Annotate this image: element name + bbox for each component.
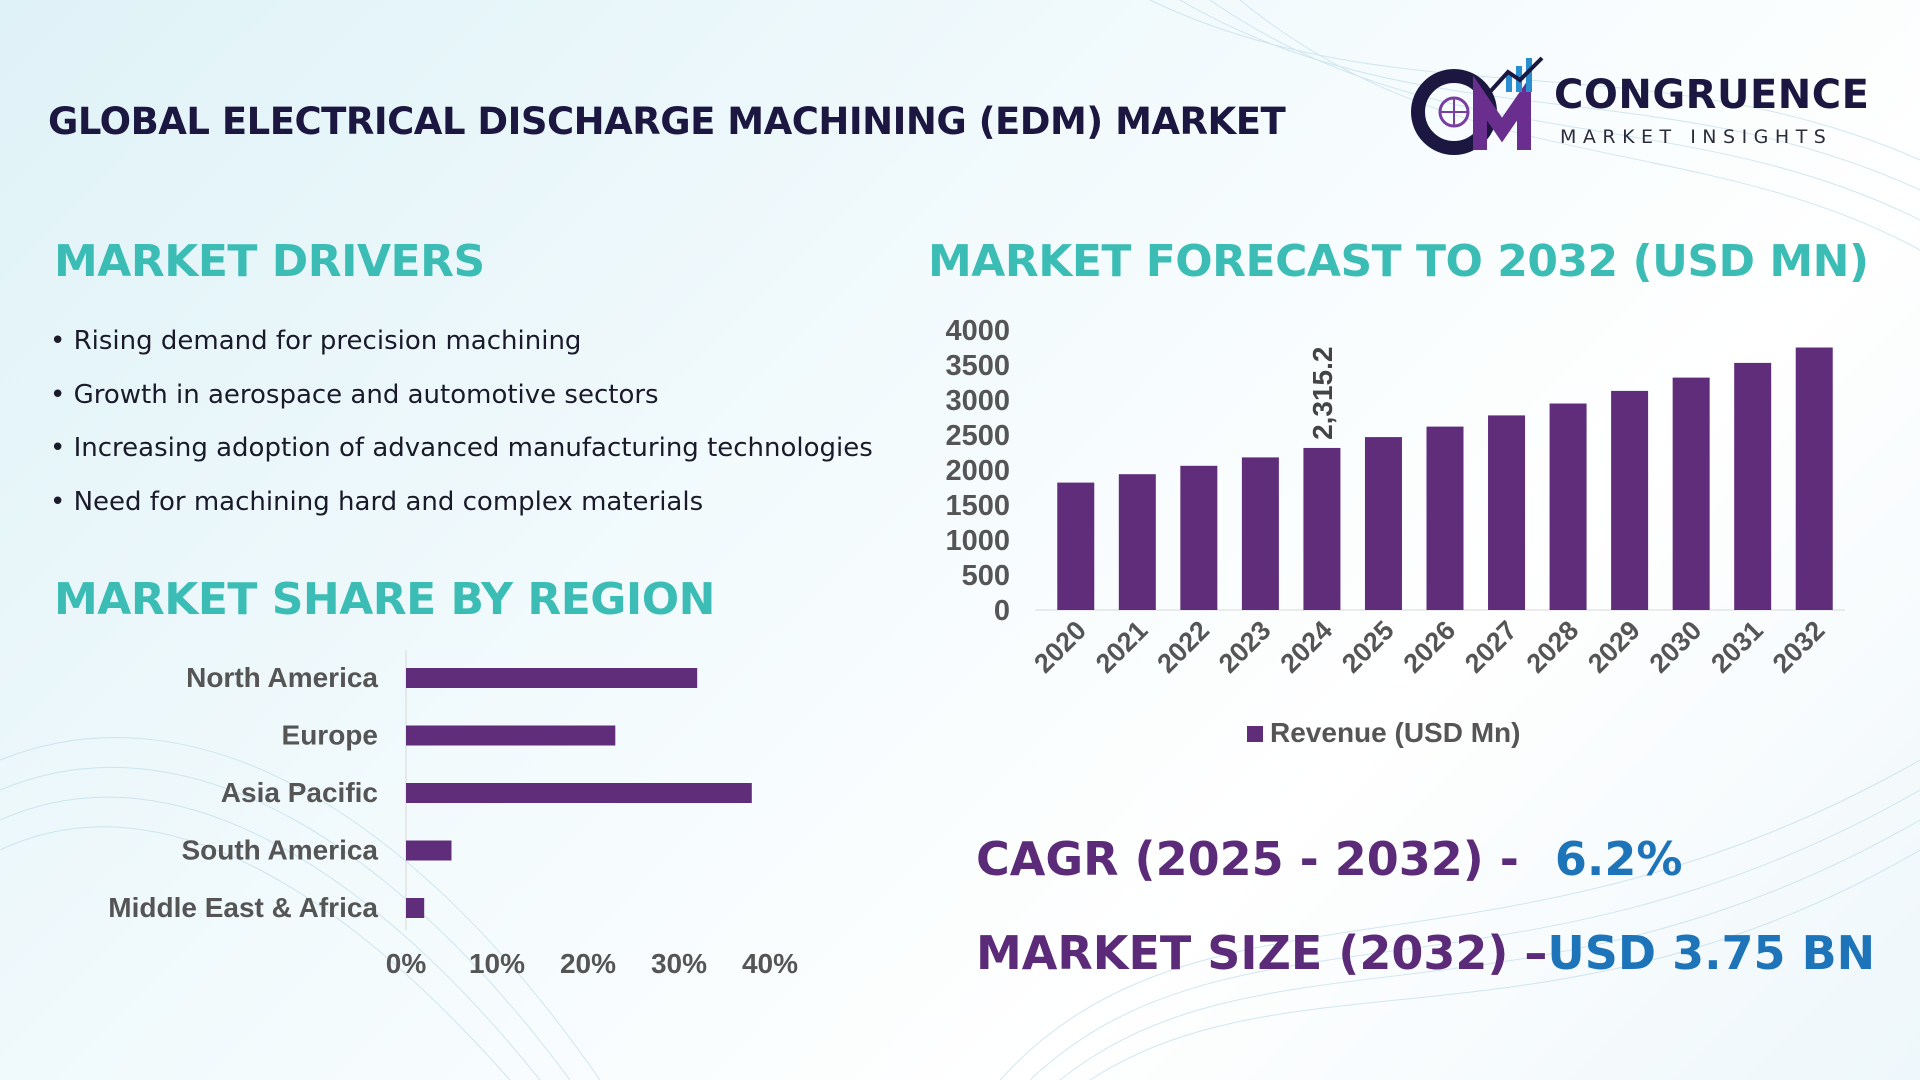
- region-x-tick-label: 0%: [386, 948, 427, 979]
- brand-logo: CONGRUENCE MARKET INSIGHTS: [1402, 54, 1872, 158]
- forecast-bar: [1241, 457, 1279, 610]
- region-x-tick-label: 20%: [560, 948, 616, 979]
- region-bar: [406, 840, 452, 861]
- forecast-x-tick-label: 2031: [1705, 615, 1769, 679]
- forecast-x-tick-label: 2023: [1213, 615, 1277, 679]
- logo-monogram-icon: [1411, 56, 1544, 155]
- cagr-label: CAGR (2025 - 2032) -: [976, 832, 1519, 886]
- market-drivers-title: MARKET DRIVERS: [54, 236, 485, 287]
- forecast-x-tick-label: 2022: [1151, 615, 1215, 679]
- market-drivers-list: • Rising demand for precision machining …: [50, 326, 873, 540]
- forecast-bar: [1672, 377, 1710, 610]
- forecast-x-tick-label: 2030: [1644, 615, 1708, 679]
- forecast-title: MARKET FORECAST TO 2032 (USD MN): [928, 236, 1869, 287]
- forecast-bar: [1795, 347, 1833, 610]
- driver-item: • Increasing adoption of advanced manufa…: [50, 433, 873, 463]
- forecast-y-tick-label: 2000: [945, 455, 1010, 487]
- forecast-bar: [1549, 403, 1587, 610]
- forecast-x-tick-label: 2024: [1274, 615, 1338, 679]
- region-category-label: Middle East & Africa: [108, 892, 378, 923]
- forecast-bar: [1118, 474, 1156, 610]
- region-x-tick-label: 40%: [742, 948, 798, 979]
- forecast-y-tick-label: 3000: [945, 385, 1010, 417]
- forecast-bar: [1180, 465, 1218, 610]
- forecast-x-tick-label: 2025: [1336, 615, 1400, 679]
- logo-wordmark: CONGRUENCE: [1554, 72, 1870, 118]
- driver-item: • Need for machining hard and complex ma…: [50, 486, 704, 517]
- region-category-label: Europe: [282, 720, 378, 751]
- forecast-bar: [1364, 437, 1402, 610]
- forecast-x-tick-label: 2026: [1398, 615, 1462, 679]
- forecast-x-tick-label: 2027: [1459, 615, 1523, 679]
- forecast-y-tick-label: 4000: [945, 315, 1010, 347]
- region-category-label: South America: [181, 835, 378, 866]
- forecast-y-tick-label: 0: [994, 595, 1010, 627]
- forecast-y-tick-label: 1000: [945, 525, 1010, 557]
- forecast-y-tick-label: 2500: [945, 420, 1010, 452]
- cagr-kpi: CAGR (2025 - 2032) - 6.2%: [976, 832, 1682, 886]
- forecast-bar: [1734, 362, 1772, 610]
- forecast-x-tick-label: 2029: [1582, 615, 1646, 679]
- region-category-label: North America: [186, 662, 378, 693]
- region-share-chart: North America Europe Asia Pacific South Ame…: [108, 650, 798, 979]
- region-x-tick-label: 30%: [651, 948, 707, 979]
- region-bar: [406, 725, 616, 746]
- cagr-value: 6.2%: [1554, 832, 1683, 886]
- legend-label: Revenue (USD Mn): [1270, 717, 1520, 748]
- legend-swatch: [1247, 726, 1263, 742]
- forecast-x-tick-label: 2020: [1028, 615, 1092, 679]
- forecast-data-label: 2,315.2: [1307, 347, 1338, 440]
- forecast-bar: [1611, 390, 1649, 610]
- logo-tagline: MARKET INSIGHTS: [1560, 126, 1833, 148]
- forecast-bar: [1057, 482, 1095, 610]
- forecast-bar: [1303, 447, 1341, 610]
- forecast-y-tick-label: 500: [962, 560, 1010, 592]
- region-bar: [406, 783, 752, 803]
- region-share-title: MARKET SHARE BY REGION: [54, 574, 716, 625]
- page-title: GLOBAL ELECTRICAL DISCHARGE MACHINING (E…: [48, 100, 1286, 143]
- region-category-label: Asia Pacific: [221, 777, 378, 808]
- forecast-x-tick-label: 2032: [1767, 615, 1831, 679]
- region-x-tick-label: 10%: [469, 948, 525, 979]
- market-size-value: USD 3.75 BN: [1547, 926, 1876, 980]
- market-size-kpi: MARKET SIZE (2032) –USD 3.75 BN: [976, 926, 1875, 980]
- region-bar: [406, 898, 425, 918]
- forecast-y-tick-label: 3500: [945, 350, 1010, 382]
- forecast-x-tick-label: 2028: [1521, 615, 1585, 679]
- forecast-y-tick-label: 1500: [945, 490, 1010, 522]
- region-bar: [406, 668, 698, 688]
- forecast-x-tick-label: 2021: [1090, 615, 1154, 679]
- driver-item: • Growth in aerospace and automotive sec…: [50, 379, 659, 410]
- market-size-label: MARKET SIZE (2032) –: [976, 926, 1548, 980]
- driver-item: • Rising demand for precision machining: [50, 326, 582, 356]
- forecast-bar: [1488, 415, 1526, 610]
- forecast-bar: [1426, 426, 1464, 610]
